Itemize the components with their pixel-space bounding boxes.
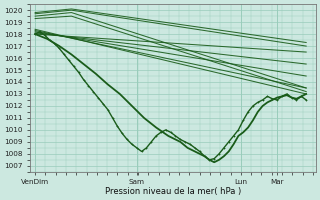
X-axis label: Pression niveau de la mer( hPa ): Pression niveau de la mer( hPa ) <box>105 187 241 196</box>
